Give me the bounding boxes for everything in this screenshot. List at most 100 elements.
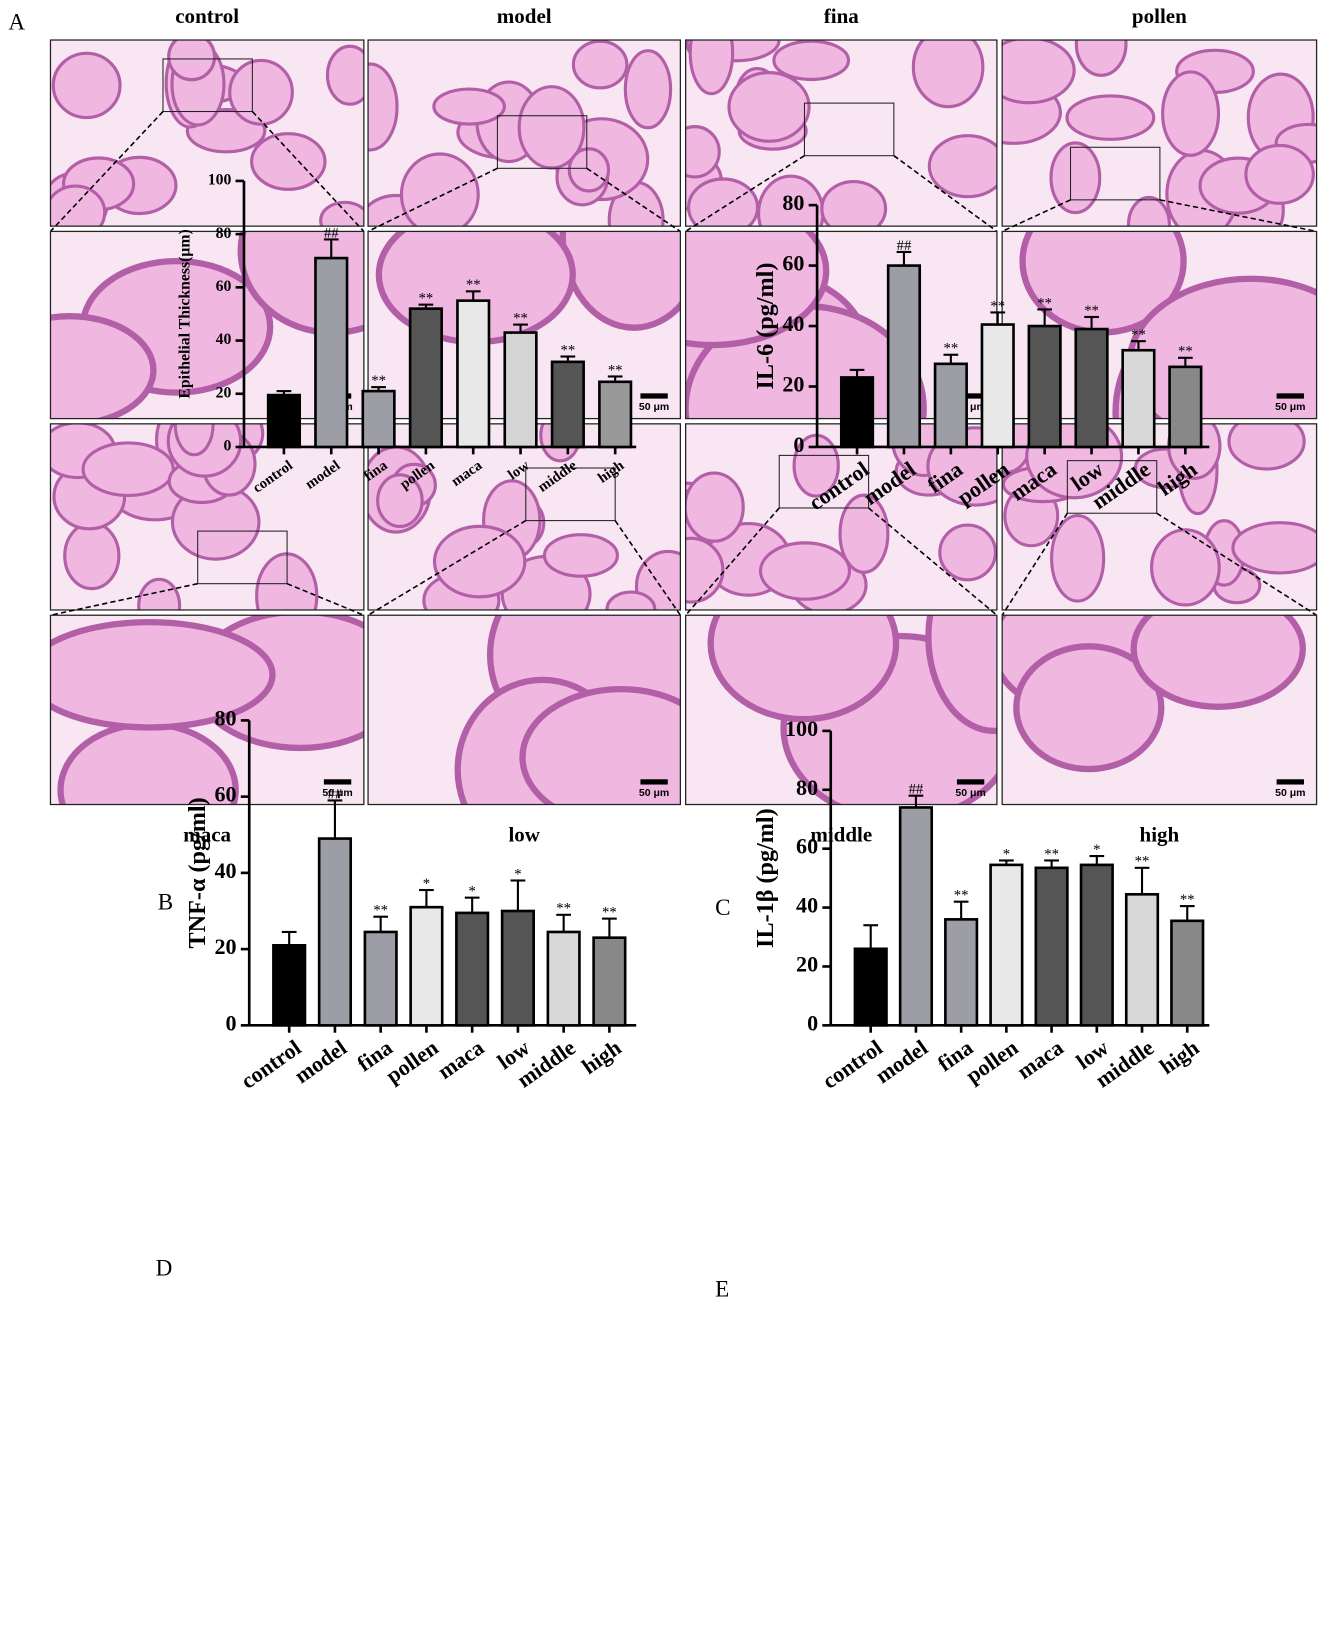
gland: [685, 536, 725, 604]
gland: [623, 49, 673, 130]
significance-label: *: [423, 876, 430, 892]
y-tick-label: 80: [782, 190, 804, 215]
y-tick-label: 80: [215, 705, 237, 730]
significance-label: *: [514, 866, 521, 882]
bar: [980, 323, 1015, 449]
significance-label: **: [419, 291, 434, 307]
gland: [727, 71, 811, 143]
y-tick-label: 20: [782, 372, 804, 397]
bar: [500, 909, 535, 1027]
gland: [1244, 143, 1315, 205]
significance-label: **: [1037, 295, 1052, 311]
gland: [1013, 643, 1165, 773]
tissue: [1002, 615, 1317, 805]
gland: [81, 441, 175, 498]
bar: [933, 362, 968, 449]
y-tick-label: 0: [223, 438, 231, 455]
bar: [898, 806, 934, 1027]
x-tick-label: maca: [433, 1035, 489, 1084]
bar: [408, 307, 443, 449]
gland: [1161, 70, 1221, 157]
zoom-box: [1066, 460, 1158, 514]
bar: [272, 943, 307, 1027]
zoom-line: [49, 110, 164, 232]
bar: [853, 947, 888, 1027]
bar: [266, 393, 302, 449]
group-label: fina: [824, 4, 860, 28]
zoom-line: [685, 507, 780, 616]
y-tick-label: 80: [216, 225, 232, 242]
significance-label: ##: [328, 786, 343, 802]
gland: [1065, 94, 1156, 141]
significance-label: **: [1044, 846, 1059, 862]
y-tick-label: 0: [807, 1010, 818, 1035]
zoom-line: [286, 582, 365, 616]
panel-label: C: [715, 895, 730, 921]
significance-label: **: [371, 373, 386, 389]
tile-border: [367, 39, 682, 227]
significance-label: **: [954, 888, 969, 904]
gland: [167, 40, 217, 82]
micrograph: 50 μm: [49, 614, 365, 806]
y-axis-title: TNF-α (pg/ml): [184, 797, 211, 948]
zoom-line: [367, 167, 498, 233]
zoom-box: [197, 530, 288, 585]
significance-label: **: [1131, 327, 1146, 343]
zoom-box: [496, 115, 588, 169]
scale-bar: [323, 779, 352, 785]
bar: [1027, 324, 1062, 449]
significance-label: **: [513, 310, 528, 326]
gland: [399, 152, 480, 227]
scale-label: 50 μm: [1275, 787, 1305, 799]
micrograph: [685, 423, 998, 616]
significance-label: **: [990, 298, 1005, 314]
gland: [1150, 528, 1221, 607]
significance-label: ##: [324, 225, 339, 241]
micrograph: 50 μm: [367, 614, 682, 806]
bar: [546, 930, 581, 1027]
zoom-line: [586, 167, 681, 233]
gland: [605, 590, 657, 610]
bar: [456, 299, 491, 449]
gland: [838, 493, 890, 574]
zoom-box: [162, 58, 253, 113]
zoom-line: [614, 520, 682, 616]
gland: [685, 231, 830, 349]
micrograph: 50 μm: [1001, 614, 1318, 806]
gland: [63, 521, 121, 591]
tile-border: [1001, 39, 1318, 227]
zoom-line: [367, 519, 527, 616]
zoom-line: [1156, 512, 1318, 616]
zoom-box: [803, 102, 895, 157]
tile-border: [49, 39, 365, 227]
scale-bar: [1276, 779, 1304, 785]
tissue: [1002, 40, 1317, 227]
scale-bar: [956, 393, 985, 399]
gland: [1126, 195, 1171, 227]
tissue: [50, 40, 364, 227]
tissue: [368, 40, 681, 227]
zoom-line: [1159, 199, 1317, 233]
significance-label: *: [1003, 846, 1010, 862]
significance-label: **: [608, 362, 623, 378]
significance-label: **: [556, 901, 571, 917]
bar: [592, 936, 627, 1027]
micrograph: [367, 39, 682, 233]
zoom-line: [1001, 512, 1069, 616]
y-tick-label: 60: [796, 834, 818, 859]
gland: [228, 58, 294, 126]
tile-border: [1001, 614, 1318, 806]
gland: [925, 615, 997, 735]
tile-border: [49, 230, 365, 420]
bar: [944, 918, 979, 1027]
group-label: pollen: [1132, 4, 1187, 28]
gland: [571, 40, 629, 90]
gland: [820, 179, 888, 227]
zoom-box: [778, 454, 870, 509]
significance-label: **: [1084, 303, 1099, 319]
tile-border: [367, 614, 682, 806]
gland: [51, 51, 122, 120]
bar: [314, 256, 349, 449]
scale-bar: [640, 779, 668, 785]
